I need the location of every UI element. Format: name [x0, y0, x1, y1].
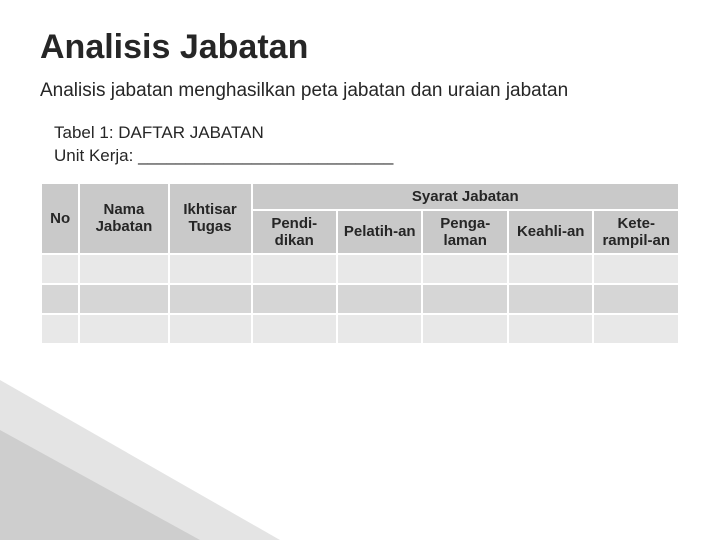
- cell: [337, 284, 422, 314]
- cell: [593, 314, 679, 344]
- unit-kerja-line: Unit Kerja: ___________________________: [54, 145, 680, 168]
- cell: [337, 254, 422, 284]
- col-keterampilan: Kete-rampil-an: [593, 210, 679, 255]
- cell: [508, 254, 593, 284]
- col-keahlian: Keahli-an: [508, 210, 593, 255]
- cell: [169, 254, 252, 284]
- cell: [252, 284, 337, 314]
- cell: [41, 314, 79, 344]
- cell: [508, 314, 593, 344]
- jabatan-table: No Nama Jabatan Ikhtisar Tugas Syarat Ja…: [40, 182, 680, 346]
- cell: [79, 254, 168, 284]
- cell: [422, 284, 507, 314]
- cell: [41, 254, 79, 284]
- cell: [422, 254, 507, 284]
- table-row: [41, 284, 679, 314]
- col-syarat-jabatan: Syarat Jabatan: [252, 183, 679, 210]
- col-nama-jabatan: Nama Jabatan: [79, 183, 168, 255]
- page-title: Analisis Jabatan: [40, 28, 680, 67]
- table-row: [41, 314, 679, 344]
- cell: [79, 284, 168, 314]
- cell: [337, 314, 422, 344]
- col-no: No: [41, 183, 79, 255]
- table-row: [41, 254, 679, 284]
- decorative-triangle-inner: [0, 430, 200, 540]
- cell: [508, 284, 593, 314]
- col-pengalaman: Penga-laman: [422, 210, 507, 255]
- cell: [41, 284, 79, 314]
- cell: [79, 314, 168, 344]
- col-pendidikan: Pendi-dikan: [252, 210, 337, 255]
- cell: [593, 254, 679, 284]
- table-caption: Tabel 1: DAFTAR JABATAN: [54, 122, 680, 145]
- cell: [422, 314, 507, 344]
- page-subtitle: Analisis jabatan menghasilkan peta jabat…: [40, 79, 680, 104]
- cell: [252, 254, 337, 284]
- cell: [252, 314, 337, 344]
- col-ikhtisar-tugas: Ikhtisar Tugas: [169, 183, 252, 255]
- cell: [593, 284, 679, 314]
- cell: [169, 284, 252, 314]
- col-pelatihan: Pelatih-an: [337, 210, 422, 255]
- cell: [169, 314, 252, 344]
